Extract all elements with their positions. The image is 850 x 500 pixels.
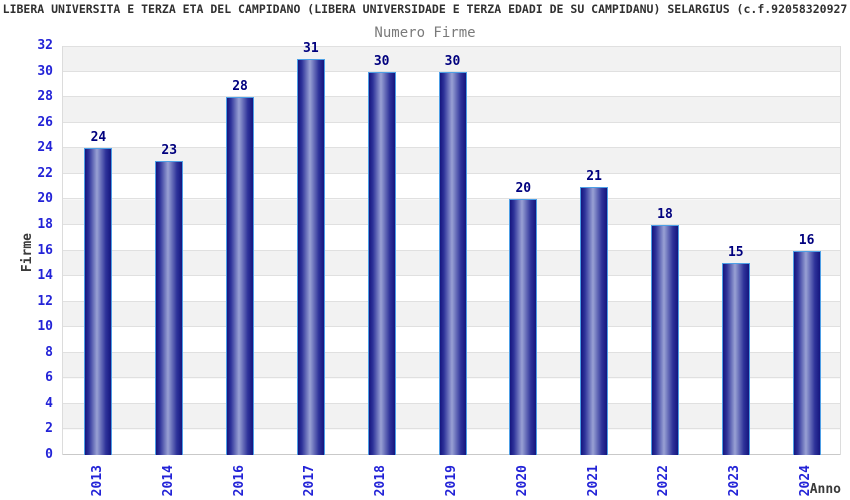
x-tick-label-2021: 2021 xyxy=(585,465,601,497)
bar-value-label: 31 xyxy=(303,40,319,56)
y-tick-label: 14 xyxy=(37,268,53,284)
y-tick-label: 12 xyxy=(37,293,53,309)
plot-area: 24 23 28 31 30 30 20 21 18 15 16 xyxy=(62,42,841,455)
x-tick-label-2014: 2014 xyxy=(160,465,176,497)
bar-2013 xyxy=(84,148,113,455)
bar-value-label: 21 xyxy=(586,168,602,184)
bar-value-label: 20 xyxy=(515,181,532,197)
y-tick-label: 28 xyxy=(37,89,53,105)
bar-value-label: 30 xyxy=(444,53,461,69)
bar-2021 xyxy=(580,186,609,455)
bar-value-label: 28 xyxy=(232,79,248,95)
bar-2016 xyxy=(226,97,255,455)
bar-2023 xyxy=(721,263,750,455)
bar-2024 xyxy=(792,250,821,455)
x-tick-label-2013: 2013 xyxy=(89,465,105,497)
y-tick-label: 10 xyxy=(37,319,53,335)
y-tick-label: 2 xyxy=(45,421,53,437)
bar-value-label: 30 xyxy=(373,53,390,69)
y-tick-label: 4 xyxy=(45,395,53,411)
x-tick-label-2020: 2020 xyxy=(514,465,530,497)
y-tick-label: 6 xyxy=(45,370,53,386)
bar-2018 xyxy=(367,71,396,455)
bar-value-label: 18 xyxy=(657,206,673,222)
x-axis-title: Anno xyxy=(809,482,841,497)
x-tick-label-2023: 2023 xyxy=(727,465,743,497)
y-tick-label: 32 xyxy=(37,38,53,53)
y-tick-label: 22 xyxy=(37,165,53,181)
x-tick-label-2019: 2019 xyxy=(444,465,459,497)
x-tick-label-2022: 2022 xyxy=(656,465,672,497)
gridline xyxy=(63,70,840,72)
bar-2020 xyxy=(509,199,538,455)
y-tick-label: 26 xyxy=(37,114,53,130)
x-tick-label-2017: 2017 xyxy=(302,465,318,497)
y-tick-label: 20 xyxy=(37,191,53,207)
chart-title: LIBERA UNIVERSITA E TERZA ETA DEL CAMPID… xyxy=(2,2,848,16)
bar-value-label: 15 xyxy=(727,245,744,261)
y-tick-label: 24 xyxy=(37,140,53,156)
bar-2019 xyxy=(438,71,467,455)
bar-value-label: 16 xyxy=(798,232,815,248)
bar-value-label: 23 xyxy=(161,143,178,159)
bar-2022 xyxy=(650,224,679,455)
gridline xyxy=(63,46,840,47)
y-tick-label: 30 xyxy=(37,63,53,79)
x-tick-label-2018: 2018 xyxy=(373,465,389,497)
bar-2014 xyxy=(155,161,184,455)
y-axis-title: Firme xyxy=(20,233,35,273)
y-tick-label: 16 xyxy=(37,242,53,258)
chart-subtitle: Numero Firme xyxy=(374,25,476,41)
bar-value-label: 24 xyxy=(90,130,107,146)
y-tick-label: 0 xyxy=(45,447,53,462)
bar-2017 xyxy=(296,58,325,455)
x-tick-label-2016: 2016 xyxy=(231,465,247,497)
y-tick-label: 18 xyxy=(37,216,53,232)
y-tick-label: 8 xyxy=(45,344,53,360)
